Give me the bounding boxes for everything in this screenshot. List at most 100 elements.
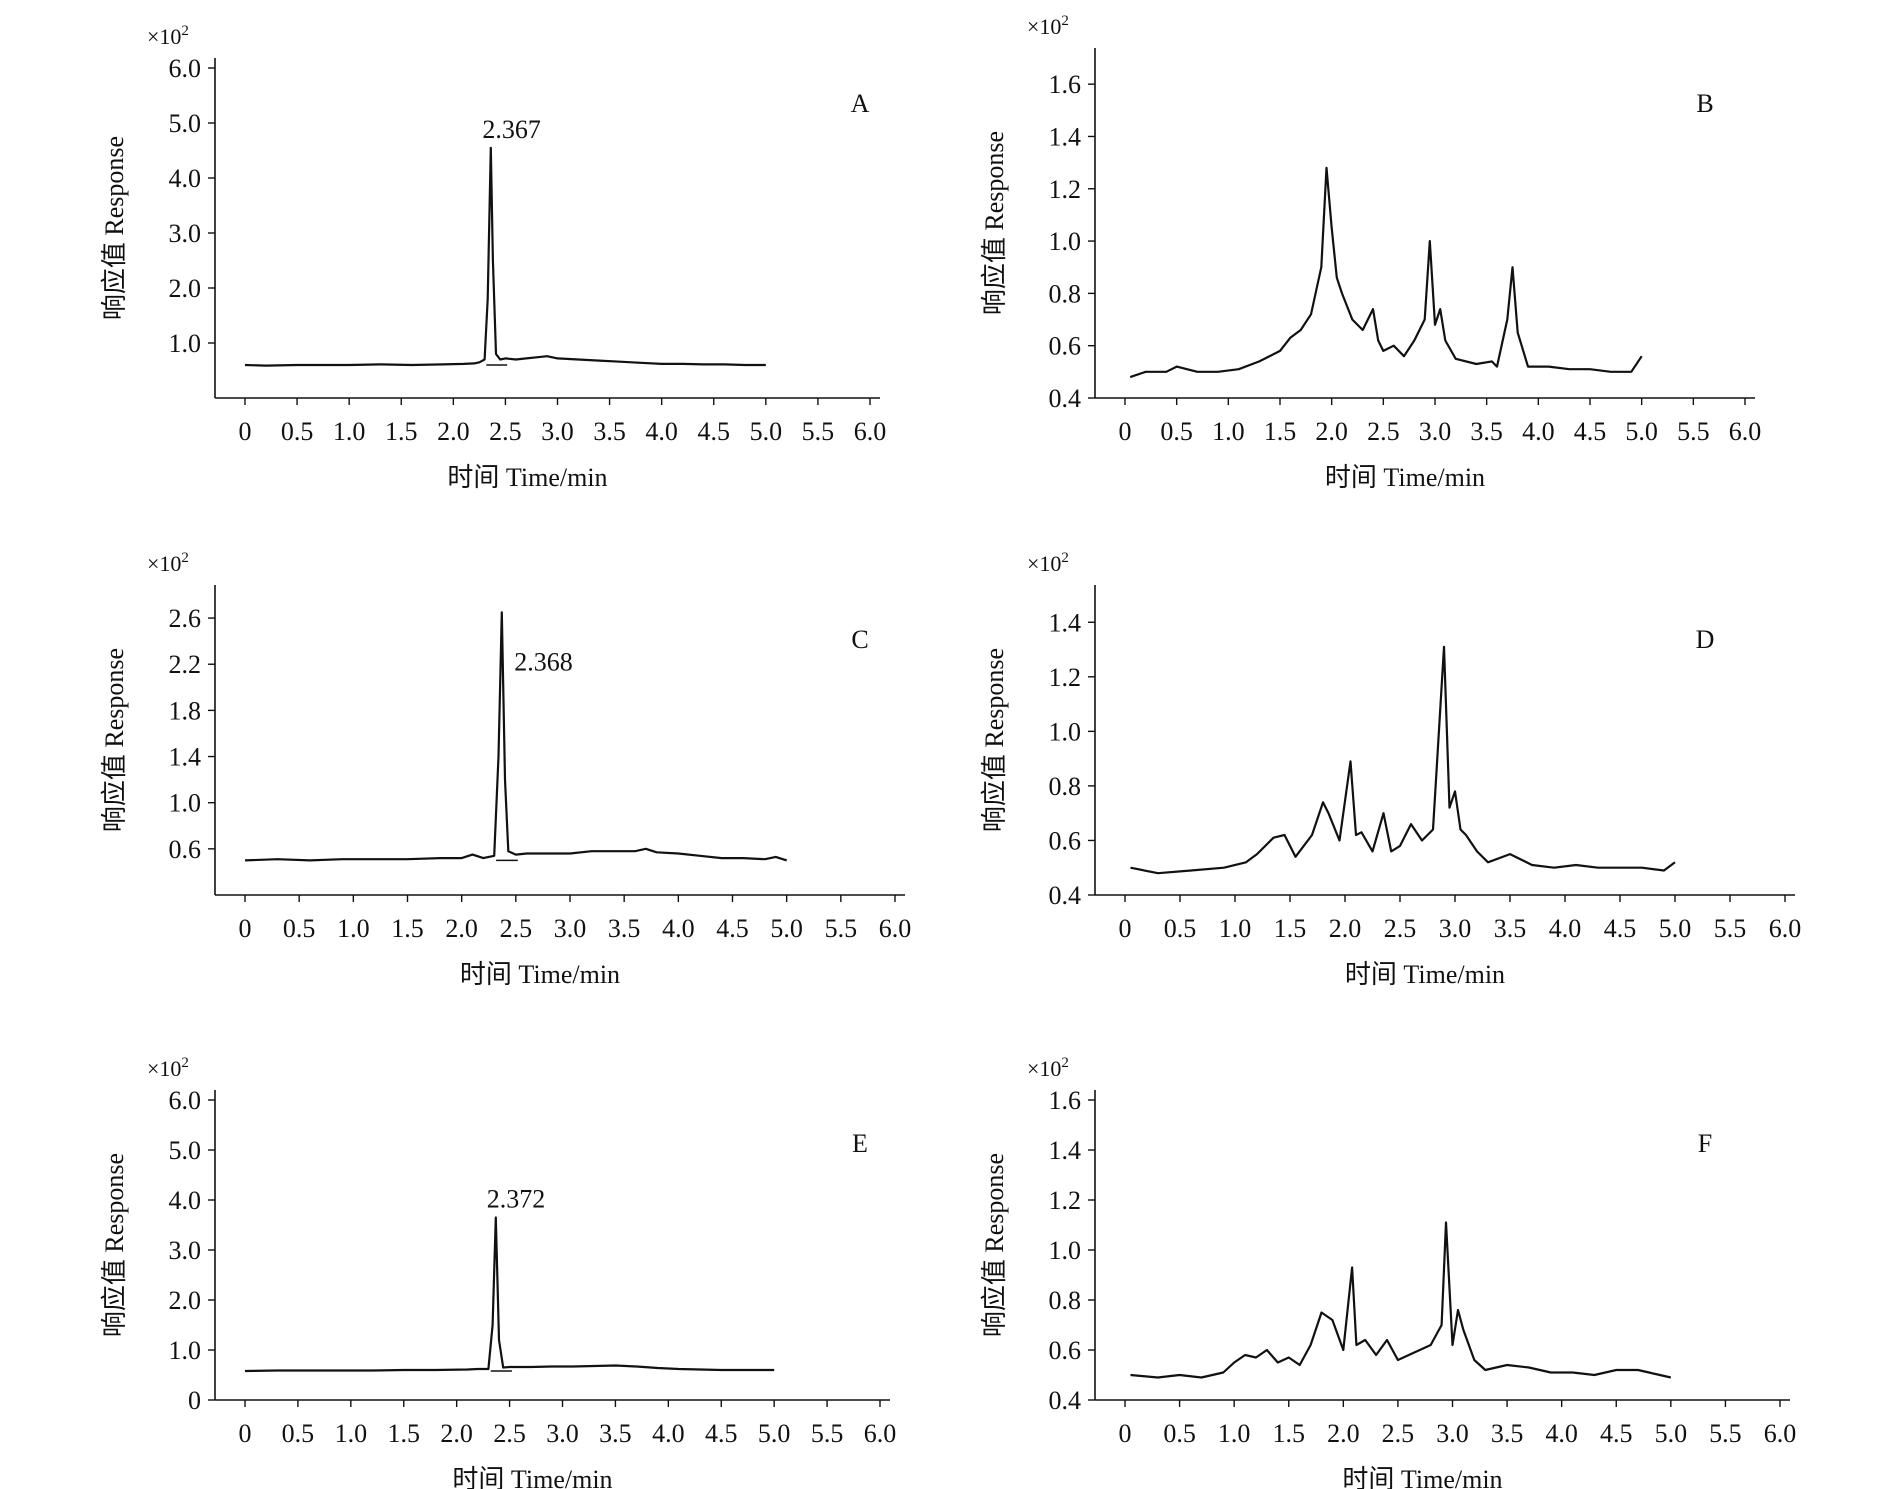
x-tick-label: 4.0 <box>1549 914 1582 943</box>
x-tick-label: 2.0 <box>440 1419 473 1448</box>
y-tick-label: 0.4 <box>1049 1386 1082 1415</box>
x-tick-label: 4.5 <box>716 914 749 943</box>
x-tick-label: 3.5 <box>1470 417 1503 446</box>
x-tick-label: 1.0 <box>1219 914 1252 943</box>
y-multiplier-base: ×10 <box>147 24 181 49</box>
peak-retention-label: 2.367 <box>482 115 541 144</box>
chromatogram-trace <box>1130 645 1676 875</box>
x-tick-label: 3.0 <box>1419 417 1452 446</box>
x-tick-label: 5.0 <box>750 417 783 446</box>
chromatogram-trace <box>244 611 788 862</box>
y-tick-label: 4.0 <box>169 1186 202 1215</box>
panel-letter: D <box>1696 625 1715 654</box>
y-multiplier-label: ×102 <box>147 23 189 49</box>
y-multiplier-base: ×10 <box>1027 14 1061 39</box>
x-tick-label: 2.5 <box>500 914 533 943</box>
y-tick-label: 2.2 <box>169 650 202 679</box>
y-tick-label: 2.0 <box>169 274 202 303</box>
x-tick-label: 5.0 <box>1655 1419 1688 1448</box>
y-multiplier-label: ×102 <box>147 1055 189 1081</box>
x-tick-label: 2.5 <box>1382 1419 1415 1448</box>
y-tick-label: 2.0 <box>169 1286 202 1315</box>
y-tick-label: 1.4 <box>1049 1136 1082 1165</box>
x-tick-label: 1.5 <box>391 914 424 943</box>
x-tick-label: 2.0 <box>1327 1419 1360 1448</box>
x-tick-label: 3.0 <box>554 914 587 943</box>
x-tick-label: 1.0 <box>1212 417 1245 446</box>
y-tick-label: 0.4 <box>1049 384 1082 413</box>
x-tick-label: 1.5 <box>1264 417 1297 446</box>
chart-panel-d: 0 0.5 1.0 1.5 2.0 2.5 3.0 3.5 4.0 4.5 5.0 5.5 6.0 0.4… <box>980 550 1801 989</box>
x-tick-label: 0 <box>1119 1419 1132 1448</box>
x-tick-label: 3.0 <box>1436 1419 1469 1448</box>
y-multiplier-exponent: 2 <box>1061 1055 1069 1071</box>
x-tick-label: 5.5 <box>825 914 858 943</box>
x-tick-label: 0 <box>1119 417 1132 446</box>
x-tick-label: 2.0 <box>1329 914 1362 943</box>
chart-panel-c: 0 0.5 1.0 1.5 2.0 2.5 3.0 3.5 4.0 4.5 5.0 5.5 6.0 0.6… <box>100 550 911 989</box>
y-tick-label: 1.4 <box>169 743 202 772</box>
x-tick-label: 2.5 <box>1384 914 1417 943</box>
y-tick-label: 1.0 <box>169 1336 202 1365</box>
x-axis-title: 时间 Time/min <box>1342 1465 1502 1489</box>
x-tick-label: 3.5 <box>1491 1419 1524 1448</box>
peak-retention-label: 2.372 <box>487 1185 546 1214</box>
x-tick-label: 2.5 <box>493 1419 526 1448</box>
y-tick-label: 1.6 <box>1049 70 1082 99</box>
panel-letter: A <box>851 89 870 118</box>
x-axis-title: 时间 Time/min <box>460 960 620 989</box>
x-tick-label: 4.5 <box>1600 1419 1633 1448</box>
x-tick-label: 0 <box>1119 914 1132 943</box>
x-tick-label: 5.5 <box>802 417 835 446</box>
x-tick-label: 1.0 <box>337 914 370 943</box>
y-axis-title: 响应值 Response <box>980 648 1009 832</box>
chart-panel-b: 0 0.5 1.0 1.5 2.0 2.5 3.0 3.5 4.0 4.5 5.0 5.5 6.0 0.4… <box>980 13 1761 492</box>
x-axis-title: 时间 Time/min <box>447 463 607 492</box>
x-tick-label: 3.5 <box>599 1419 632 1448</box>
x-tick-label: 2.5 <box>1367 417 1400 446</box>
y-tick-label: 1.0 <box>169 789 202 818</box>
x-tick-label: 0.5 <box>281 417 314 446</box>
y-axis-title: 响应值 Response <box>980 131 1009 315</box>
x-tick-label: 2.0 <box>445 914 478 943</box>
y-tick-label: 3.0 <box>169 1236 202 1265</box>
y-multiplier-exponent: 2 <box>1061 550 1069 566</box>
y-tick-label: 1.2 <box>1049 175 1082 204</box>
y-tick-label: 3.0 <box>169 219 202 248</box>
x-tick-label: 3.5 <box>1494 914 1527 943</box>
x-tick-label: 0.5 <box>1163 1419 1196 1448</box>
x-tick-label: 2.5 <box>489 417 522 446</box>
y-tick-label: 1.6 <box>1049 1086 1082 1115</box>
x-tick-label: 5.5 <box>1677 417 1710 446</box>
y-tick-label: 4.0 <box>169 164 202 193</box>
y-tick-label: 1.4 <box>1049 608 1082 637</box>
x-tick-label: 3.0 <box>546 1419 579 1448</box>
chromatogram-trace <box>1129 166 1643 379</box>
x-tick-label: 1.5 <box>385 417 418 446</box>
x-tick-label: 3.0 <box>1439 914 1472 943</box>
x-tick-label: 3.0 <box>541 417 574 446</box>
x-tick-label: 6.0 <box>1764 1419 1797 1448</box>
y-tick-label: 1.0 <box>1049 1236 1082 1265</box>
x-tick-label: 0.5 <box>282 1419 315 1448</box>
y-multiplier-label: ×102 <box>147 550 189 576</box>
x-axis-title: 时间 Time/min <box>1325 463 1485 492</box>
y-multiplier-exponent: 2 <box>181 1055 189 1071</box>
y-tick-label: 6.0 <box>169 54 202 83</box>
x-tick-label: 4.5 <box>1574 417 1607 446</box>
y-multiplier-label: ×102 <box>1027 1055 1069 1081</box>
y-tick-label: 2.6 <box>169 604 202 633</box>
x-tick-label: 4.0 <box>645 417 678 446</box>
x-tick-label: 0.5 <box>1160 417 1193 446</box>
y-tick-label: 0.8 <box>1049 772 1082 801</box>
x-tick-label: 5.0 <box>1659 914 1692 943</box>
y-multiplier-exponent: 2 <box>181 23 189 39</box>
x-tick-label: 4.5 <box>698 417 731 446</box>
chromatogram-trace <box>244 1216 775 1373</box>
y-multiplier-base: ×10 <box>1027 1056 1061 1081</box>
y-axis-title: 响应值 Response <box>100 1153 129 1337</box>
chromatogram-trace <box>244 146 766 367</box>
x-tick-label: 5.5 <box>811 1419 844 1448</box>
y-tick-label: 0.6 <box>1049 332 1082 361</box>
x-tick-label: 0.5 <box>1164 914 1197 943</box>
